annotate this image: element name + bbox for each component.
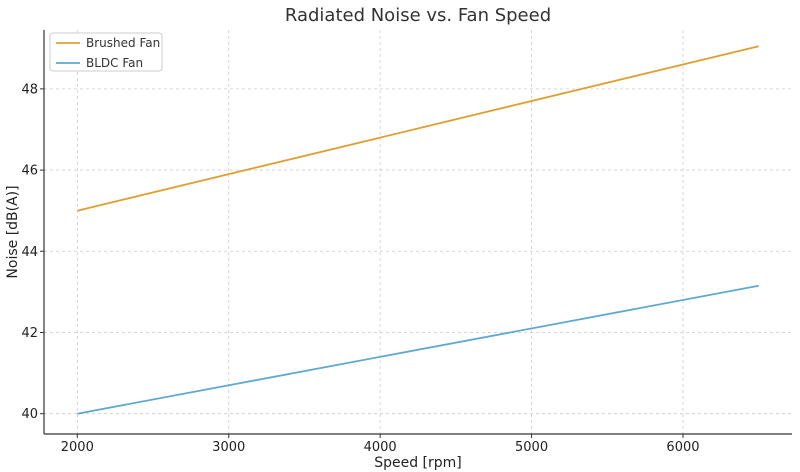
y-tick-label: 42 [21,326,38,341]
x-axis-label: Speed [rpm] [374,455,462,471]
y-tick-label: 40 [21,407,38,422]
grid [44,30,792,434]
x-tick-label: 3000 [212,440,245,455]
legend-label: BLDC Fan [86,56,143,70]
x-tick-label: 4000 [364,440,397,455]
chart-title: Radiated Noise vs. Fan Speed [285,5,551,26]
legend-label: Brushed Fan [86,36,160,50]
y-tick-label: 44 [21,245,38,260]
y-axis-label: Noise [dB(A)] [5,185,21,278]
y-tick-label: 48 [21,82,38,97]
y-tick-label: 46 [21,164,38,179]
x-tick-label: 6000 [666,440,699,455]
series-line [77,284,759,415]
x-tick-label: 2000 [61,440,94,455]
x-tick-label: 5000 [515,440,548,455]
series [77,45,759,415]
series-line [77,45,759,212]
ticks: 2000 3000 4000 5000 6000 40 42 44 46 48 [21,82,699,455]
axes [43,30,792,435]
legend: Brushed Fan BLDC Fan [49,32,163,72]
